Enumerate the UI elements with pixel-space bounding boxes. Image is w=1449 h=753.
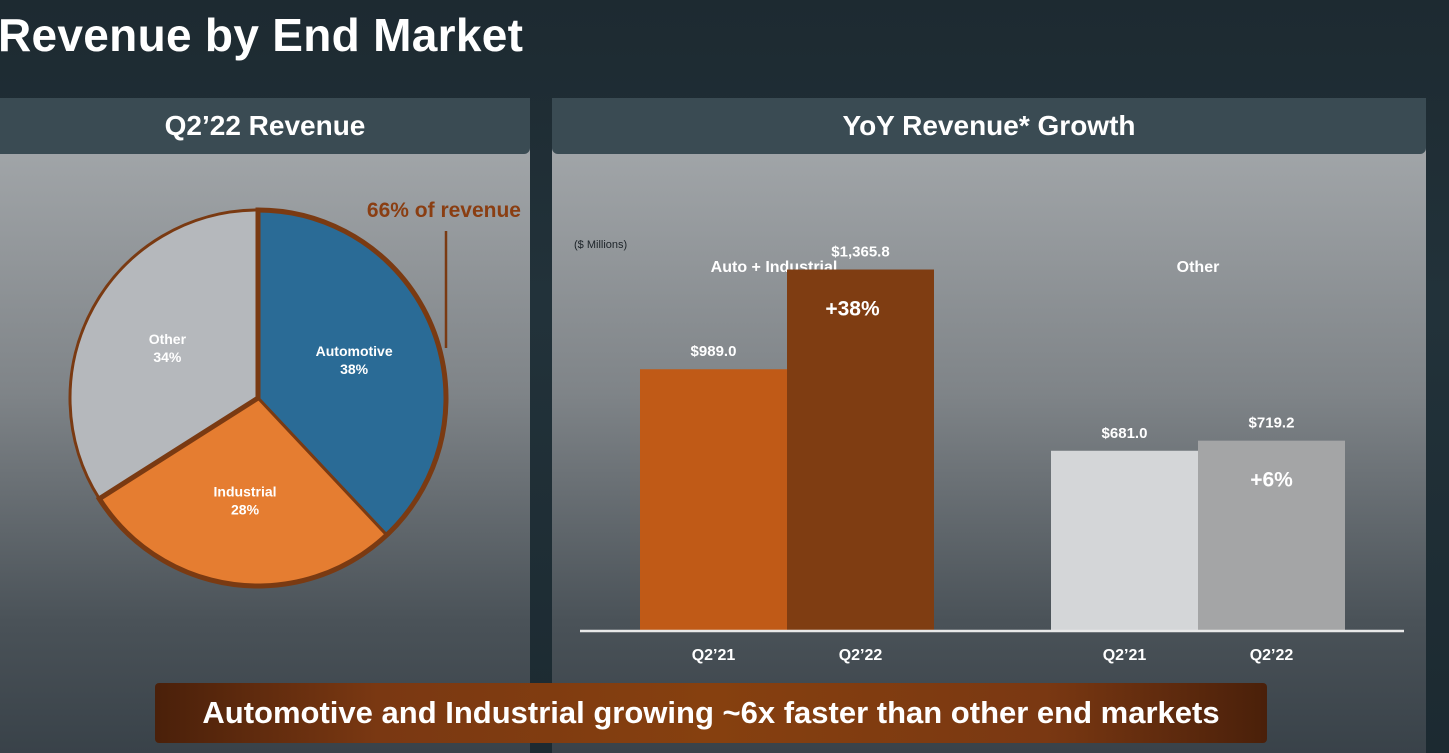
x-tick-label: Q2’21 (692, 647, 736, 664)
bar-other-q2-22 (1198, 440, 1345, 631)
bar-value-label: $1,365.8 (831, 244, 889, 261)
bar-value-label: $719.2 (1249, 415, 1295, 432)
yoy-growth-bar-chart: ($ Millions) Auto + Industrial$989.0Q2’2… (574, 239, 1404, 664)
yoy-growth-header: YoY Revenue* Growth (552, 98, 1426, 154)
growth-label-auto-industrial: +38% (825, 298, 880, 321)
bar-value-label: $681.0 (1102, 425, 1148, 442)
revenue-pie-chart: 66% of revenue Automotive 38% Industrial 28… (68, 199, 521, 589)
pie-label-other: Other (149, 331, 187, 347)
growth-label-other: +6% (1250, 469, 1293, 492)
bar-auto-industrial-q2-21 (640, 369, 787, 631)
page-title: Revenue by End Market (0, 9, 524, 61)
pie-value-other: 34% (153, 349, 182, 365)
x-tick-label: Q2’22 (839, 647, 883, 664)
bar-other-q2-21 (1051, 450, 1198, 631)
x-tick-label: Q2’22 (1250, 647, 1294, 664)
bar-value-label: $989.0 (691, 343, 737, 360)
pie-label-industrial: Industrial (214, 484, 277, 500)
q2-revenue-header: Q2’22 Revenue (0, 98, 530, 154)
q2-revenue-panel: Q2’22 Revenue 66% of revenue Automotive 3… (0, 98, 530, 753)
pie-value-automotive: 38% (340, 361, 369, 377)
auto-industrial-outline (95, 207, 449, 589)
pie-label-automotive: Automotive (316, 343, 393, 359)
group-label-other: Other (1177, 259, 1220, 276)
units-note: ($ Millions) (574, 239, 627, 251)
callout-label: 66% of revenue (367, 199, 521, 222)
summary-banner: Automotive and Industrial growing ~6x fa… (155, 683, 1267, 743)
x-tick-label: Q2’21 (1103, 647, 1147, 664)
pie-value-industrial: 28% (231, 502, 260, 518)
bar-auto-industrial-q2-22 (787, 269, 934, 631)
yoy-growth-panel: YoY Revenue* Growth ($ Millions) Auto + … (552, 98, 1426, 753)
